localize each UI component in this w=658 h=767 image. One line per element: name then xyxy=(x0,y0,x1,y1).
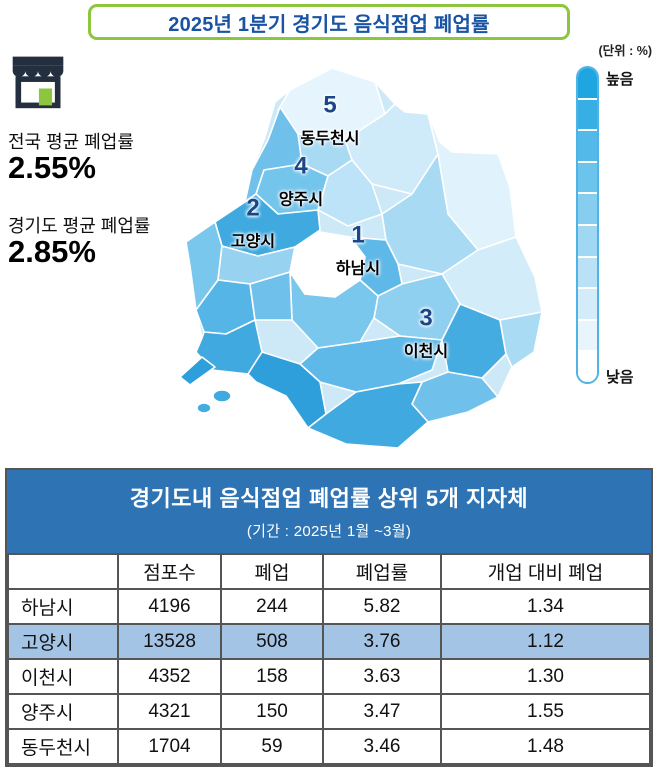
cell-rate: 3.63 xyxy=(322,658,442,695)
cell-rate: 3.76 xyxy=(322,623,442,660)
cell-name: 하남시 xyxy=(7,588,119,625)
column-header-ratio: 개업 대비 폐업 xyxy=(440,553,651,590)
legend-low-label: 낮음 xyxy=(606,369,634,386)
cell-ratio: 1.12 xyxy=(440,623,651,660)
cell-name: 양주시 xyxy=(7,693,119,730)
legend-segment xyxy=(578,289,597,321)
cell-closed: 508 xyxy=(220,623,324,660)
map-island xyxy=(196,402,212,414)
column-header-closed: 폐업 xyxy=(220,553,324,590)
cell-stores: 1704 xyxy=(117,728,222,765)
table-title: 경기도내 음식점업 폐업률 상위 5개 지자체 xyxy=(129,486,529,511)
legend-segment xyxy=(578,99,597,132)
legend-segment xyxy=(578,320,597,353)
table-subtitle: (기간 : 2025년 1월 ~3월) xyxy=(246,523,412,540)
column-header-rate: 폐업률 xyxy=(322,553,442,590)
legend-segment xyxy=(578,257,597,290)
legend-segment xyxy=(578,194,597,226)
cell-ratio: 1.30 xyxy=(440,658,651,695)
table-header: 경기도내 음식점업 폐업률 상위 5개 지자체 (기간 : 2025년 1월 ~… xyxy=(7,470,651,553)
page-title-box: 2025년 1분기 경기도 음식점업 폐업률 xyxy=(88,4,570,40)
legend-segment xyxy=(578,131,597,163)
seoul-hole xyxy=(289,231,366,298)
cell-rate: 3.46 xyxy=(322,728,442,765)
storefront-icon xyxy=(12,56,64,109)
legend-segment xyxy=(578,162,597,195)
column-header-region xyxy=(7,553,119,590)
map-region xyxy=(307,381,429,449)
closure-table: 점포수 폐업 폐업률 개업 대비 폐업 하남시 4196 244 5.82 1.… xyxy=(7,553,651,765)
national-average-value: 2.55% xyxy=(8,150,96,185)
unit-label: (단위 : %) xyxy=(598,44,652,58)
table-row-hanam: 하남시 4196 244 5.82 1.34 xyxy=(7,588,651,625)
table-column-header-row: 점포수 폐업 폐업률 개업 대비 폐업 xyxy=(7,553,651,590)
cell-ratio: 1.55 xyxy=(440,693,651,730)
cell-stores: 4196 xyxy=(117,588,222,625)
cell-stores: 4321 xyxy=(117,693,222,730)
column-header-stores: 점포수 xyxy=(117,553,222,590)
legend-segment xyxy=(578,352,597,382)
national-average-label: 전국 평균 폐업률 xyxy=(8,132,134,152)
cell-closed: 59 xyxy=(220,728,324,765)
map-region xyxy=(499,311,543,368)
table-row-yangju: 양주시 4321 150 3.47 1.55 xyxy=(7,693,651,730)
legend-scale xyxy=(576,66,599,384)
cell-closed: 158 xyxy=(220,658,324,695)
cell-closed: 150 xyxy=(220,693,324,730)
closure-table-section: 경기도내 음식점업 폐업률 상위 5개 지자체 (기간 : 2025년 1월 ~… xyxy=(5,468,653,767)
gyeonggi-map: 1 하남시 2 고양시 3 이천시 4 양주시 5 동두천시 xyxy=(160,52,560,460)
cell-name: 동두천시 xyxy=(7,728,119,765)
table-row-goyang: 고양시 13528 508 3.76 1.12 xyxy=(7,623,651,660)
legend-segment xyxy=(578,225,597,258)
table-row-icheon: 이천시 4352 158 3.63 1.30 xyxy=(7,658,651,695)
table-row-dongducheon: 동두천시 1704 59 3.46 1.48 xyxy=(7,728,651,765)
cell-stores: 4352 xyxy=(117,658,222,695)
cell-rate: 3.47 xyxy=(322,693,442,730)
map-region xyxy=(179,356,216,386)
cell-stores: 13528 xyxy=(117,623,222,660)
map-island xyxy=(212,389,232,403)
cell-ratio: 1.34 xyxy=(440,588,651,625)
legend-high-label: 높음 xyxy=(606,71,634,88)
map-region xyxy=(249,271,293,321)
gyeonggi-average-label: 경기도 평균 폐업률 xyxy=(8,216,151,236)
cell-name: 이천시 xyxy=(7,658,119,695)
cell-closed: 244 xyxy=(220,588,324,625)
cell-rate: 5.82 xyxy=(322,588,442,625)
page-title: 2025년 1분기 경기도 음식점업 폐업률 xyxy=(168,13,490,36)
cell-name: 고양시 xyxy=(7,623,119,660)
gyeonggi-average-value: 2.85% xyxy=(8,234,96,269)
cell-ratio: 1.48 xyxy=(440,728,651,765)
legend-segment xyxy=(578,68,597,100)
